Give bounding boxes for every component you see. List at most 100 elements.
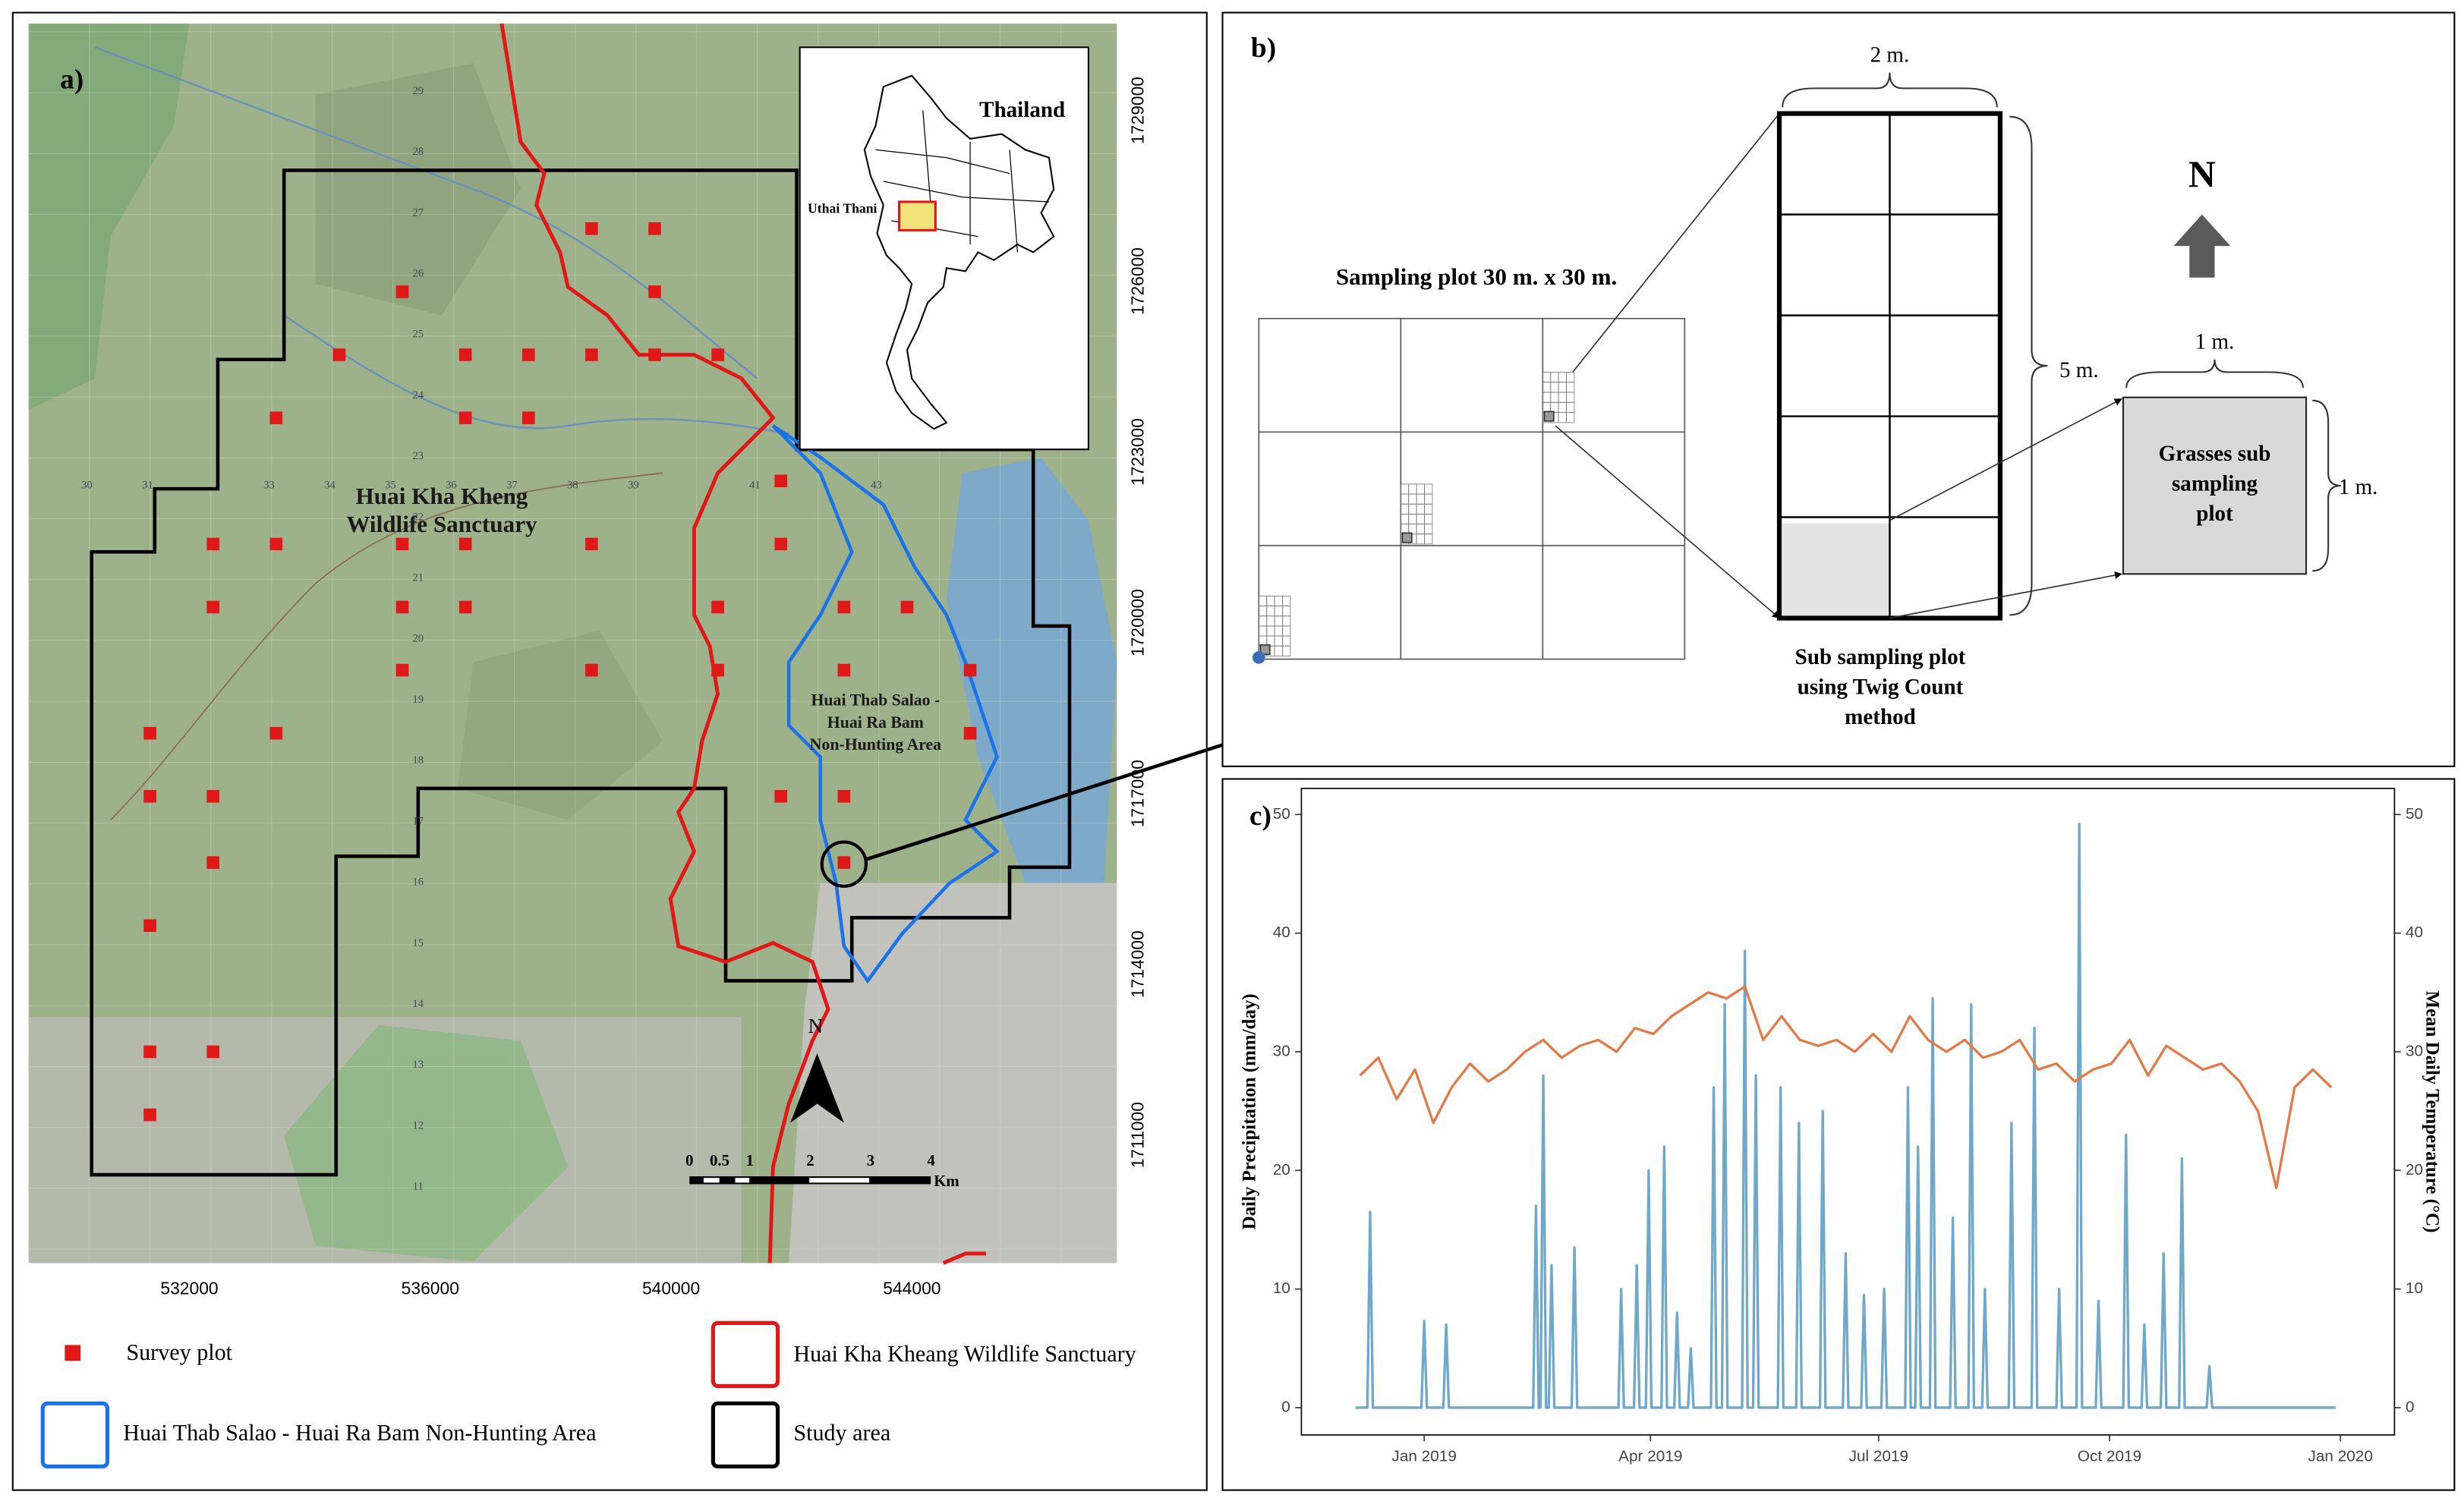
survey-plot xyxy=(521,348,535,361)
survey-plot xyxy=(458,348,472,361)
survey-plot xyxy=(711,600,724,614)
scale-bar xyxy=(735,1178,750,1183)
area-label: Huai Thab Salao - xyxy=(811,691,940,710)
sub-cell xyxy=(1566,412,1575,423)
survey-plot xyxy=(395,663,409,677)
area-label: Huai Ra Bam xyxy=(827,713,924,732)
survey-plot xyxy=(143,1108,156,1122)
province-highlight xyxy=(898,200,937,231)
thailand-outline xyxy=(863,74,1055,430)
grid-row-label: 18 xyxy=(413,754,424,766)
grid-col-label: 38 xyxy=(567,479,578,491)
survey-plot xyxy=(269,726,283,740)
brace xyxy=(1782,72,1998,108)
data-line xyxy=(1359,985,2333,1190)
grid-col-label: 41 xyxy=(749,479,761,491)
northing-label: 1717000 xyxy=(1127,760,1147,827)
grid-col-label: 43 xyxy=(871,479,882,491)
legend-text: Huai Thab Salao - Huai Ra Bam Non-Huntin… xyxy=(123,1420,596,1446)
grid-col-label: 39 xyxy=(628,479,639,491)
grid-col-label: 37 xyxy=(506,479,518,491)
sub-plot xyxy=(1259,644,1271,656)
northing-label: 1726000 xyxy=(1127,247,1147,315)
sub-cell xyxy=(1282,645,1291,656)
panel-b: b) Sampling plot 30 m. x 30 m. 2 m. 5 m.… xyxy=(1221,11,2456,767)
panel-frame xyxy=(1221,778,2456,1491)
panel-a: a) Huai Kha Kheng Wildlife Sanctuary Hua… xyxy=(11,11,1478,1491)
panel-label: a) xyxy=(60,65,83,96)
twig-label: method xyxy=(1845,705,1916,729)
survey-plot xyxy=(585,663,598,677)
province-label: Uthai Thani xyxy=(808,200,878,216)
easting-label: 536000 xyxy=(402,1279,459,1298)
northing-label: 1720000 xyxy=(1127,589,1147,656)
grass-label: plot xyxy=(2196,502,2233,526)
focus-circle xyxy=(820,840,868,888)
survey-plot xyxy=(648,348,661,361)
study-area-boundary xyxy=(90,168,1072,1177)
north-label: N xyxy=(808,1015,824,1037)
x-tick-label: Apr 2019 xyxy=(1618,1447,1682,1465)
grid-row-label: 22 xyxy=(413,511,424,523)
survey-plot xyxy=(585,537,598,551)
y-tick-label: 20 xyxy=(1273,1161,1290,1179)
survey-plot xyxy=(711,663,724,677)
grid-row-label: 21 xyxy=(413,572,424,584)
y-tick-label: 30 xyxy=(1273,1042,1290,1059)
zoom-line xyxy=(1889,571,2122,619)
coordinate-labels: 532000 536000 540000 544000 1729000 1726000 17… xyxy=(81,77,1147,1298)
x-tick-label: Jul 2019 xyxy=(1849,1447,1909,1465)
grid-row-label: 11 xyxy=(413,1181,424,1193)
legend-swatch xyxy=(711,1320,780,1389)
grid-row-label: 12 xyxy=(413,1119,424,1131)
scale-labels: 0 0.5 1 2 3 4Km xyxy=(685,1152,959,1190)
data-line xyxy=(1355,823,2336,1409)
dimension: 1 m. xyxy=(2195,330,2235,354)
survey-plot xyxy=(837,600,851,614)
grid-row-label: 29 xyxy=(413,85,424,97)
panel-label: b) xyxy=(1251,33,1276,64)
grid-row-label: 17 xyxy=(413,815,424,827)
northing-label: 1729000 xyxy=(1127,77,1147,144)
survey-plot xyxy=(206,1045,219,1059)
northing-label: 1723000 xyxy=(1127,418,1147,486)
plot-frame xyxy=(1300,788,2396,1436)
survey-plot xyxy=(774,790,788,803)
twig-plot xyxy=(1776,111,2003,621)
grid-row-label: 15 xyxy=(413,937,424,949)
sanctuary-boundary xyxy=(499,23,830,1264)
survey-plot xyxy=(963,663,977,677)
northing-label: 1714000 xyxy=(1127,930,1147,998)
grid-row-label: 26 xyxy=(413,267,424,279)
grid-row-label: 24 xyxy=(413,389,424,401)
survey-plot xyxy=(143,726,156,740)
grid-row-label: 20 xyxy=(413,633,424,645)
brace xyxy=(2125,359,2304,389)
scale-bar xyxy=(703,1178,720,1183)
north-label: N xyxy=(2188,153,2216,195)
sub-cell xyxy=(1424,533,1433,545)
northing-label: 1711000 xyxy=(1127,1102,1147,1168)
survey-plot xyxy=(143,919,156,933)
scale-label: 3 xyxy=(867,1152,874,1169)
y-tick-label: 50 xyxy=(1273,805,1290,823)
legend-swatch xyxy=(711,1401,780,1469)
sub-plot xyxy=(1543,411,1555,422)
legend-text: Huai Kha Kheang Wildlife Sanctuary xyxy=(793,1341,1136,1367)
y2-tick-label: 10 xyxy=(2406,1279,2423,1297)
zoom-line xyxy=(1555,425,1780,619)
y2-axis-label: Mean Daily Temperature (°C) xyxy=(2421,990,2442,1232)
area-label: Wildlife Sanctuary xyxy=(346,511,537,537)
grid-col-label: 31 xyxy=(142,479,153,491)
survey-plot xyxy=(458,600,472,614)
survey-plot xyxy=(521,411,535,424)
survey-plot xyxy=(269,411,283,424)
y-axis-label: Daily Precipitation (mm/day) xyxy=(1240,993,1260,1229)
sanctuary-boundary xyxy=(942,1251,986,1265)
x-tick-label: Jan 2019 xyxy=(1391,1447,1456,1465)
river xyxy=(94,46,758,379)
grid-row-label: 19 xyxy=(413,694,424,706)
survey-plot xyxy=(585,348,598,361)
easting-label: 544000 xyxy=(883,1279,941,1298)
y-tick-label: 0 xyxy=(1281,1398,1290,1415)
